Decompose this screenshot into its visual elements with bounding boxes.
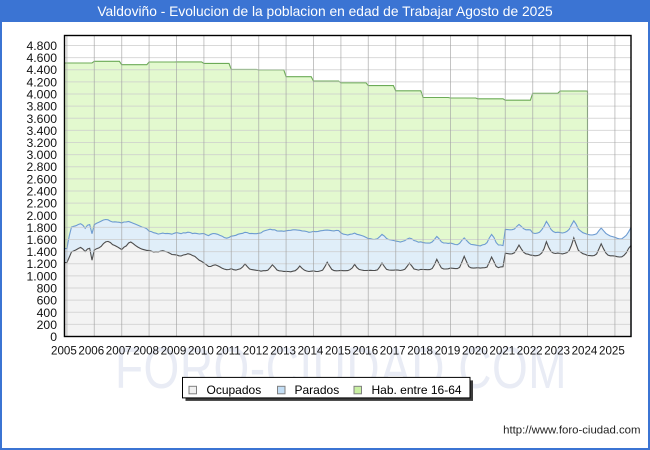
svg-text:400: 400	[37, 306, 58, 320]
svg-text:http://www.foro-ciudad.com: http://www.foro-ciudad.com	[503, 425, 640, 437]
svg-text:2022: 2022	[517, 345, 543, 358]
svg-text:2.000: 2.000	[27, 209, 58, 223]
svg-text:2025: 2025	[599, 345, 625, 358]
svg-text:Parados: Parados	[295, 383, 340, 397]
svg-text:Ocupados: Ocupados	[207, 383, 262, 397]
svg-text:800: 800	[37, 282, 58, 296]
svg-text:1.600: 1.600	[27, 233, 58, 247]
svg-text:3.800: 3.800	[27, 100, 58, 114]
svg-text:4.600: 4.600	[27, 51, 58, 65]
svg-text:2013: 2013	[270, 345, 296, 358]
svg-text:3.200: 3.200	[27, 136, 58, 150]
svg-text:2011: 2011	[216, 345, 241, 358]
svg-text:2006: 2006	[78, 345, 104, 358]
svg-text:1.200: 1.200	[27, 257, 58, 271]
svg-text:2.800: 2.800	[27, 160, 58, 174]
svg-text:0: 0	[50, 330, 57, 344]
svg-text:2017: 2017	[380, 345, 406, 358]
svg-text:2010: 2010	[188, 345, 214, 358]
svg-text:2008: 2008	[133, 345, 159, 358]
svg-text:3.600: 3.600	[27, 112, 58, 126]
svg-text:4.800: 4.800	[27, 39, 58, 53]
svg-text:2014: 2014	[298, 345, 324, 358]
svg-text:2019: 2019	[435, 345, 461, 358]
svg-text:2007: 2007	[106, 345, 132, 358]
svg-text:2.400: 2.400	[27, 185, 58, 199]
svg-text:2016: 2016	[352, 345, 378, 358]
svg-text:4.400: 4.400	[27, 63, 58, 77]
svg-text:Hab. entre 16-64: Hab. entre 16-64	[372, 383, 462, 397]
svg-text:2018: 2018	[407, 345, 433, 358]
svg-text:4.000: 4.000	[27, 88, 58, 102]
svg-text:2.200: 2.200	[27, 197, 58, 211]
svg-text:3.400: 3.400	[27, 124, 58, 138]
svg-text:3.000: 3.000	[27, 148, 58, 162]
svg-text:600: 600	[37, 294, 58, 308]
svg-text:2020: 2020	[462, 345, 488, 358]
svg-text:1.400: 1.400	[27, 245, 58, 259]
svg-text:1.800: 1.800	[27, 221, 58, 235]
svg-text:2023: 2023	[544, 345, 570, 358]
svg-text:1.000: 1.000	[27, 269, 58, 283]
svg-text:2024: 2024	[572, 345, 598, 358]
svg-text:200: 200	[37, 318, 58, 332]
svg-text:2015: 2015	[325, 345, 351, 358]
svg-text:2009: 2009	[161, 345, 187, 358]
svg-text:2005: 2005	[51, 345, 77, 358]
svg-text:2.600: 2.600	[27, 172, 58, 186]
svg-text:2012: 2012	[243, 345, 269, 358]
svg-text:Valdoviño - Evolucion de la po: Valdoviño - Evolucion de la poblacion en…	[97, 4, 553, 19]
svg-text:2021: 2021	[489, 345, 515, 358]
svg-text:4.200: 4.200	[27, 75, 58, 89]
